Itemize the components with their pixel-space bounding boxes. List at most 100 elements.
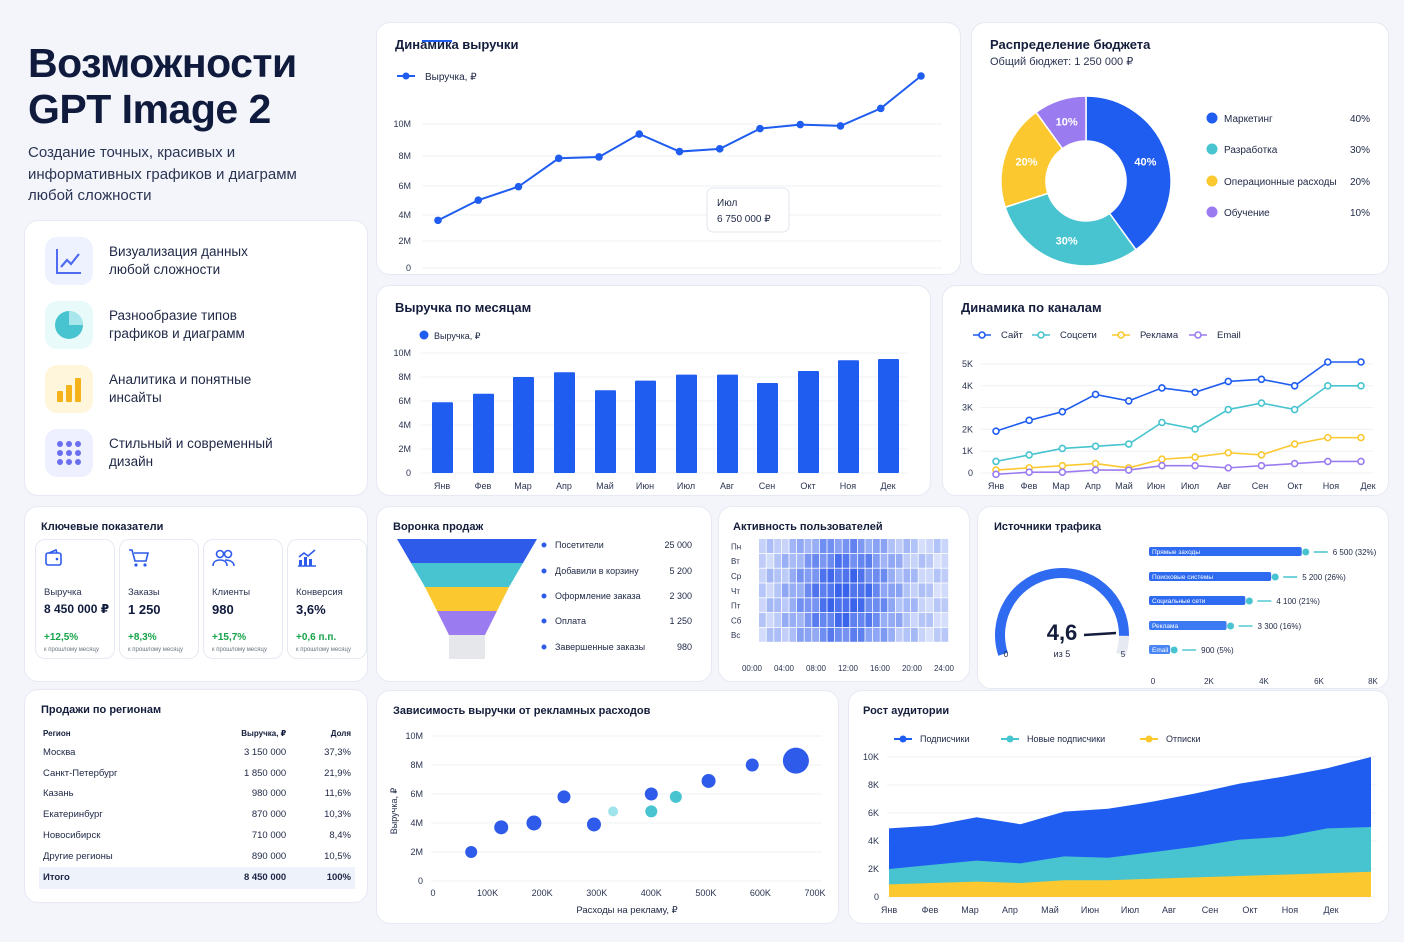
heat-cell (857, 553, 865, 568)
users-icon (212, 549, 235, 567)
monthly-revenue-bar-chart: Выручка, ₽ 10M 8M 6M 4M 2M 0 Янв Фев Мар Апр Май Июн… (393, 330, 907, 491)
heat-cell (911, 583, 918, 598)
heat-cell (759, 598, 766, 613)
bar-label: Прямые заходы (1152, 549, 1200, 556)
x-tick-label: Дек (880, 481, 895, 491)
data-point (514, 182, 523, 191)
x-tick-label: 4K (1259, 677, 1269, 686)
data-point (1357, 457, 1365, 466)
table-cell: 1 850 000 (243, 767, 287, 779)
funnel-stage (397, 539, 537, 563)
bar (798, 371, 819, 473)
heat-cell (880, 568, 888, 583)
heat-cell (797, 598, 804, 613)
row-label: Вт (731, 557, 740, 566)
activity-card: Активность пользователей Пн Вт Ср Чт Пт Сб Вс 0… (718, 506, 970, 682)
x-tick-label: Ноя (1282, 905, 1299, 915)
slice-label: 10% (1056, 117, 1078, 129)
row-label: Чт (731, 587, 740, 596)
x-tick-label: Июн (1147, 481, 1165, 491)
heat-cell (911, 598, 918, 613)
data-point (1091, 442, 1100, 451)
heat-cell (789, 598, 797, 613)
x-tick-label: 00:00 (742, 664, 763, 673)
kpi-label: Конверсия (296, 587, 343, 598)
heat-cell (781, 613, 789, 627)
x-tick-label: 24:00 (934, 664, 955, 673)
heat-cell (835, 553, 842, 568)
row-label: Вс (731, 631, 740, 640)
heat-cell (789, 568, 797, 583)
heat-cell (880, 539, 888, 553)
heat-cell (888, 553, 895, 568)
heat-cell (812, 553, 819, 568)
heat-cell (842, 539, 850, 553)
heat-cell (888, 583, 895, 598)
kpi-note: к прошлому месяцу (296, 647, 351, 653)
kpi-delta: +12,5% (44, 632, 79, 643)
stage-label: Оплата (555, 616, 586, 626)
heat-cell (850, 539, 857, 553)
x-tick-label: Ноя (1323, 481, 1340, 491)
heat-cell (781, 583, 789, 598)
card-title: Активность пользователей (733, 521, 883, 533)
y-tick-label: 2M (410, 847, 423, 857)
slice-label: 40% (1134, 157, 1156, 169)
x-tick-label: Мар (961, 905, 979, 915)
feature-text: Разнообразие типов графиков и диаграмм (109, 308, 245, 341)
x-tick-label: Сен (1202, 905, 1219, 915)
scatter-point (701, 773, 716, 788)
cart-icon (129, 549, 150, 567)
data-point (434, 216, 442, 225)
x-tick-label: Апр (1085, 481, 1101, 491)
heat-cell (789, 539, 797, 553)
heat-cell (865, 539, 873, 553)
table-cell: 11,6% (324, 788, 351, 800)
heat-cell (933, 539, 941, 553)
x-tick-label: Июл (1181, 481, 1199, 491)
heat-cell (941, 553, 949, 568)
bar-value: 900 (5%) (1201, 646, 1234, 655)
y-tick-label: 8M (410, 760, 423, 770)
x-tick-label: Апр (556, 481, 572, 491)
series-line (995, 436, 1361, 471)
heat-cell (759, 583, 766, 598)
traffic-bar (1149, 645, 1171, 654)
heat-cell (797, 568, 804, 583)
x-tick-label: Июл (1121, 905, 1139, 915)
heat-cell (804, 539, 812, 553)
data-point (1257, 375, 1266, 384)
heat-cell (918, 553, 926, 568)
x-tick-label: Фев (1021, 481, 1038, 491)
data-point (1324, 381, 1332, 390)
legend-marker (419, 330, 429, 340)
data-point (1158, 455, 1166, 464)
hero-subtitle: Создание точных, красивых и информативны… (28, 144, 297, 204)
heat-cell (819, 583, 827, 598)
bullet (541, 593, 547, 599)
heat-cell (926, 539, 933, 553)
heat-cell (850, 598, 857, 613)
data-point (1324, 433, 1332, 442)
heat-cell (797, 583, 804, 598)
table-cell: Санкт-Петербург (43, 767, 118, 779)
legend-label: Email (1217, 330, 1241, 341)
feature-variety: Разнообразие типов графиков и диаграмм (45, 301, 279, 349)
slice-label: 20% (1016, 157, 1038, 169)
x-tick-label: Фев (922, 905, 939, 915)
heat-cell (903, 583, 911, 598)
growth-chart-icon (298, 549, 316, 567)
hero-title: Возможности GPT Image 2 (28, 40, 297, 132)
legend-label: Маркетинг (1224, 114, 1273, 125)
bar-end-marker (1227, 622, 1235, 630)
heat-cell (918, 627, 926, 642)
data-point (1158, 461, 1166, 470)
x-tick-label: 20:00 (902, 664, 923, 673)
bar-label: Поисковые системы (1152, 574, 1213, 581)
heat-cell (880, 627, 888, 642)
legend-label: Новые подписчики (1027, 734, 1105, 744)
heat-cell (827, 568, 835, 583)
heat-cell (903, 598, 911, 613)
feature-analytics: Аналитика и понятные инсайты (45, 365, 279, 413)
y-tick-label: 4M (410, 818, 423, 828)
